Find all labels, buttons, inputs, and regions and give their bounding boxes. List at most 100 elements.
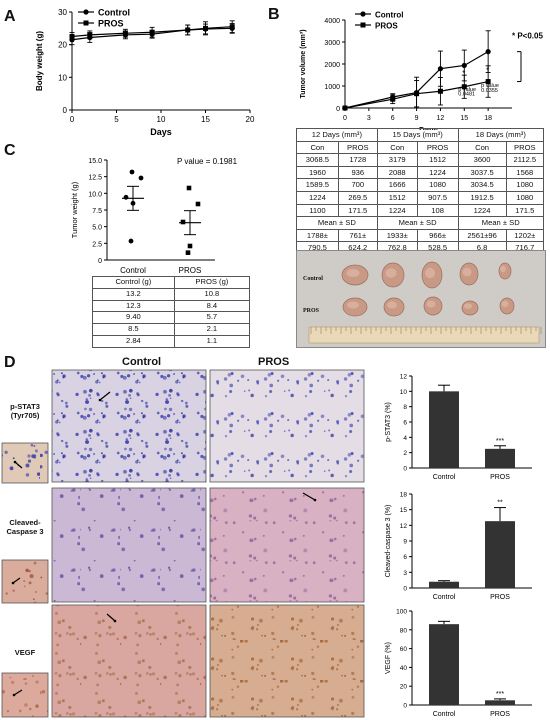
arrow-head (11, 581, 15, 585)
y-tick-label: 10.0 (88, 191, 102, 198)
y-axis-label: Body weight (g) (35, 31, 44, 91)
table-cell: 2.1 (173, 323, 251, 336)
arrow-head (12, 693, 16, 697)
table-row: 3068.5 1728 3179 1512 3600 2112.5 (296, 153, 545, 167)
photo-label-pros: PROS (303, 308, 320, 314)
y-tick-label: 0 (336, 106, 340, 113)
table-row: 12.3 8.4 (92, 299, 251, 313)
bar-pros (485, 448, 515, 468)
x-tick-label: 6 (391, 115, 395, 122)
pvalue-18: 0.0355 (481, 88, 498, 94)
x-tick-label: 0 (343, 115, 347, 122)
y-tick-label: 10 (400, 389, 408, 396)
point-control (129, 169, 135, 175)
data-point-pros (229, 24, 235, 30)
y-tick-label: 2.5 (92, 241, 102, 248)
x-tick-label: Control (433, 711, 456, 718)
pstat3-bar-chart: 0 2 4 6 8 10 12 p-STAT3 (%) Control *** PROS (385, 374, 532, 481)
x-tick-label: 10 (157, 115, 166, 124)
micrograph-caspase3-control (51, 487, 207, 603)
bar-pros (485, 700, 515, 705)
y-tick-label: 7.5 (92, 208, 102, 215)
arrow-icon (106, 613, 116, 622)
significance-star: *** (496, 438, 504, 445)
row-label-pstat3: p-STAT3 (Tyr705) (10, 402, 40, 420)
y-tick-label: 60 (400, 646, 408, 653)
series-line-control (344, 51, 489, 109)
significance-star: ** (497, 500, 503, 507)
y-tick-label: 2 (403, 450, 407, 457)
point-pros (187, 243, 193, 249)
legend-marker-pros (83, 20, 89, 26)
series-line-pros (344, 80, 489, 109)
arrow-icon (99, 391, 111, 401)
arrow-icon (14, 461, 23, 469)
inset-pstat3 (1, 442, 49, 484)
tumor-highlight (347, 301, 359, 309)
y-axis-label: Tumor weight (g) (70, 181, 79, 238)
pvalue-annotation: P value = 0.1981 (177, 157, 238, 166)
y-tick-label: 40 (400, 665, 408, 672)
table-cell: 1.1 (173, 334, 251, 348)
y-tick-label: 6 (403, 554, 407, 561)
point-control (138, 175, 144, 181)
table-mean-row: 1788± 761± 1933± 966± 2561±96 1202± (296, 228, 545, 243)
y-tick-label: 6 (403, 420, 407, 427)
y-tick-label: 18 (400, 492, 408, 499)
table-header-row: 12 Days (mm³) 15 Days (mm³) 18 Days (mm³) (296, 128, 545, 142)
y-axis-label: Tumor volume (mm³) (300, 29, 307, 98)
x-tick-label: 0 (70, 115, 75, 124)
data-point-pros (437, 88, 443, 94)
table-row: 8.5 2.1 (92, 323, 251, 336)
point-pros (186, 185, 192, 191)
significance-star: *** (496, 691, 504, 698)
data-point-pros (149, 29, 155, 35)
pvalue-15: 0.0481 (458, 92, 475, 98)
star-18: * (486, 66, 489, 75)
tumor-highlight (462, 267, 472, 277)
panel-letter-b: B (268, 6, 280, 23)
data-point-control (485, 49, 491, 55)
tumor-highlight (385, 268, 397, 278)
x-tick-label: 12 (437, 115, 445, 122)
x-tick-label: 15 (201, 115, 210, 124)
tumor-highlight (387, 301, 397, 309)
data-point-pros (390, 96, 396, 102)
pvalue-label-18: p value (481, 83, 499, 89)
legend-marker-control (360, 11, 366, 17)
tumor-photo: Control PROS (296, 250, 546, 348)
col-header-pros: PROS (258, 356, 290, 368)
arrow-head (13, 460, 17, 464)
bar-control (429, 624, 459, 705)
legend-label-pros: PROS (375, 22, 398, 31)
data-point-pros (185, 27, 191, 33)
y-tick-label: 12 (400, 374, 408, 381)
micrograph-vegf-control (51, 604, 207, 718)
arrow-icon (13, 689, 23, 696)
y-tick-label: 4 (403, 435, 407, 442)
x-tick-label: 15 (460, 115, 468, 122)
x-tick-label: Control (433, 474, 456, 481)
y-axis-label: Cleaved-caspase 3 (%) (385, 505, 392, 578)
data-point-pros (414, 91, 420, 97)
table-row: 13.2 10.8 (92, 287, 251, 301)
legend-marker-control (83, 9, 89, 15)
photo-label-control: Control (303, 276, 323, 282)
tumor-highlight (500, 265, 506, 273)
table-cell: 2.84 (92, 334, 175, 348)
row-label-caspase3: Cleaved- Caspase 3 (6, 518, 44, 536)
y-axis-label: VEGF (%) (385, 642, 392, 674)
arrow-head (313, 498, 317, 502)
tumor-highlight (425, 267, 435, 279)
tumor-highlight (426, 300, 436, 308)
micrograph-caspase3-pros (209, 487, 365, 603)
y-tick-label: 3 (403, 570, 407, 577)
table-header-row: Control (g) PROS (g) (92, 276, 251, 289)
panel-letter-a: A (4, 8, 16, 25)
legend-label-pros: PROS (98, 19, 124, 29)
y-tick-label: 0 (63, 106, 68, 115)
micrograph-vegf-pros (209, 604, 365, 718)
data-point-pros (87, 32, 93, 38)
inset-caspase3 (1, 559, 49, 604)
data-point-pros (461, 84, 467, 90)
